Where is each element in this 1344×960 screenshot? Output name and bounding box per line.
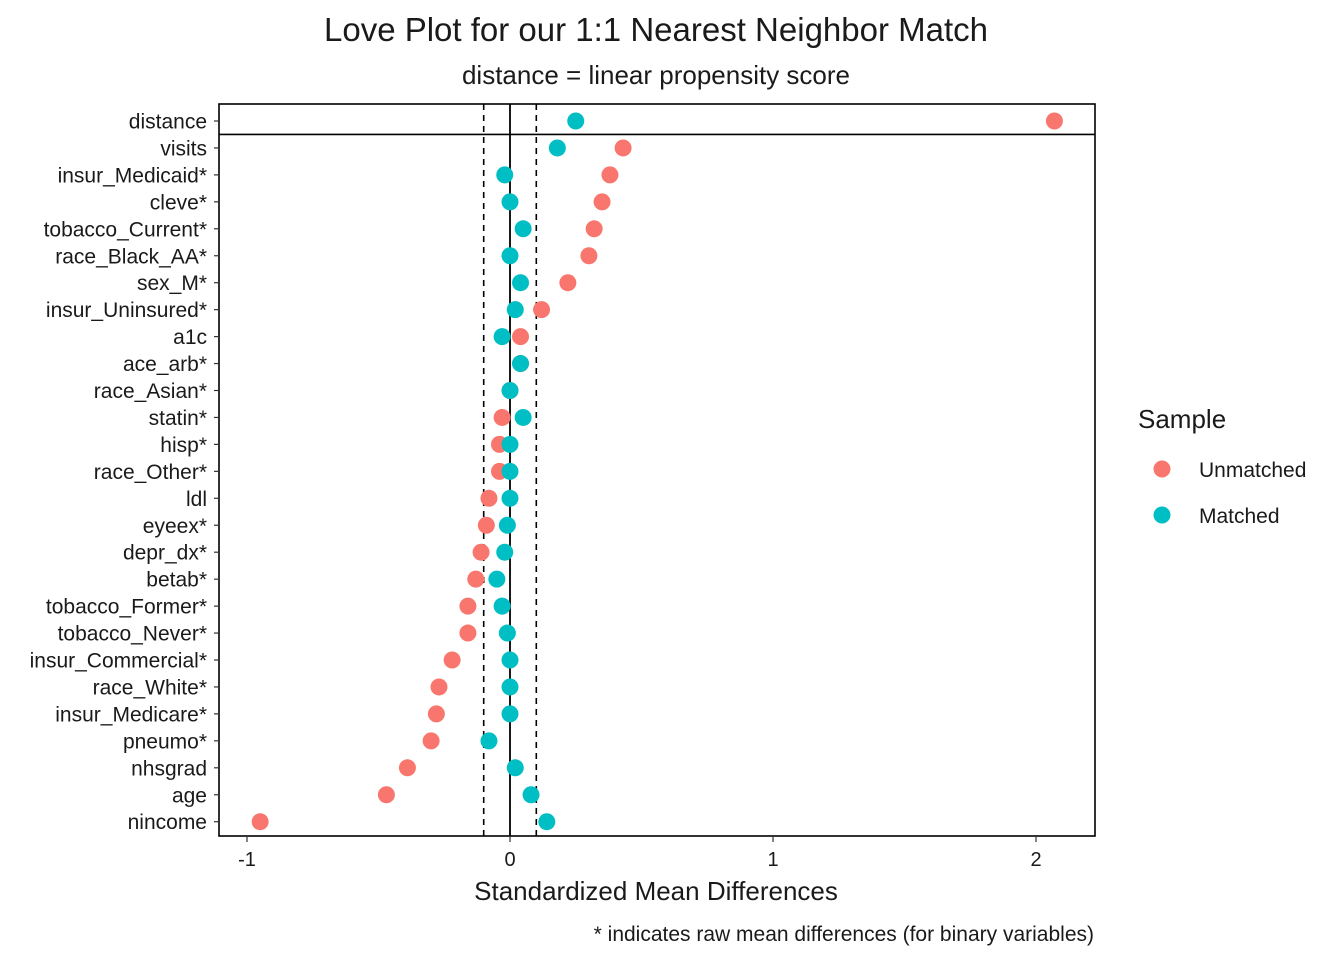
matched-point <box>501 705 519 723</box>
unmatched-point <box>459 624 477 642</box>
matched-point <box>522 786 540 804</box>
matched-point <box>493 328 511 346</box>
legend-matched-marker <box>1153 506 1171 524</box>
unmatched-point <box>601 166 619 184</box>
y-tick-label: hisp* <box>160 434 207 457</box>
x-tick-label: -1 <box>238 849 256 871</box>
matched-point <box>501 435 519 453</box>
y-tick-label: tobacco_Current* <box>44 218 207 241</box>
y-tick-label: visits <box>160 137 207 160</box>
chart-title: Love Plot for our 1:1 Nearest Neighbor M… <box>324 11 988 48</box>
legend-unmatched-label: Unmatched <box>1199 459 1306 482</box>
matched-point <box>498 624 516 642</box>
unmatched-point <box>427 705 445 723</box>
matched-point <box>493 597 511 615</box>
y-tick-label: eyeex* <box>143 515 207 538</box>
unmatched-point <box>430 678 448 696</box>
chart-subtitle: distance = linear propensity score <box>462 60 850 90</box>
unmatched-point <box>593 193 611 211</box>
unmatched-point <box>493 408 511 426</box>
y-tick-label: ldl <box>186 488 207 511</box>
y-tick-label: statin* <box>149 407 207 430</box>
x-tick-label: 0 <box>504 849 515 871</box>
unmatched-point <box>251 813 269 831</box>
y-tick-label: depr_dx* <box>123 542 207 565</box>
unmatched-point <box>443 651 461 669</box>
y-tick-label: nincome <box>128 811 207 834</box>
y-tick-label: cleve* <box>150 191 207 214</box>
matched-point <box>496 166 514 184</box>
legend-matched-label: Matched <box>1199 505 1280 528</box>
y-tick-label: tobacco_Never* <box>58 623 207 646</box>
y-tick-label: ace_arb* <box>123 353 207 376</box>
unmatched-point <box>559 274 577 292</box>
y-tick-label: sex_M* <box>137 272 207 295</box>
matched-point <box>548 139 566 157</box>
matched-point <box>501 193 519 211</box>
y-tick-label: insur_Commercial* <box>30 650 207 673</box>
matched-point <box>506 759 524 777</box>
unmatched-point <box>467 570 485 588</box>
matched-point <box>512 274 530 292</box>
y-tick-label: tobacco_Former* <box>46 596 207 619</box>
y-tick-label: race_Other* <box>94 461 207 484</box>
y-tick-label: race_Black_AA* <box>55 245 207 268</box>
chart-caption: * indicates raw mean differences (for bi… <box>594 923 1094 946</box>
y-tick-label: a1c <box>173 326 207 349</box>
matched-point <box>506 301 524 319</box>
matched-point <box>480 732 498 750</box>
x-axis-label: Standardized Mean Differences <box>474 876 838 906</box>
unmatched-point <box>480 489 498 507</box>
unmatched-point <box>580 247 598 265</box>
matched-point <box>496 543 514 561</box>
plot-panel: distance visits insur_Medicaid* cleve* tobac… <box>30 103 1096 871</box>
unmatched-point <box>422 732 440 750</box>
y-tick-label: pneumo* <box>123 730 207 753</box>
matched-point <box>488 570 506 588</box>
y-tick-label: nhsgrad <box>131 757 207 780</box>
unmatched-point <box>585 220 603 238</box>
matched-point <box>501 462 519 480</box>
x-tick-label: 2 <box>1030 849 1041 871</box>
matched-point <box>567 112 585 130</box>
unmatched-point <box>398 759 416 777</box>
matched-point <box>501 247 519 265</box>
matched-point <box>501 382 519 399</box>
matched-point <box>538 813 556 831</box>
legend: Sample Unmatched Matched <box>1138 404 1306 528</box>
matched-point <box>514 408 532 426</box>
y-tick-label: race_White* <box>93 676 207 699</box>
legend-unmatched-marker <box>1153 460 1171 478</box>
unmatched-point <box>1045 112 1063 130</box>
unmatched-point <box>512 328 530 346</box>
unmatched-point <box>533 301 551 319</box>
matched-point <box>512 355 530 373</box>
panel-border <box>218 103 1096 837</box>
unmatched-point <box>459 597 477 615</box>
matched-point <box>501 678 519 696</box>
y-tick-label: insur_Medicare* <box>55 703 207 726</box>
matched-point <box>501 489 519 507</box>
unmatched-point <box>614 139 632 157</box>
unmatched-point <box>477 516 495 534</box>
legend-title: Sample <box>1138 404 1226 434</box>
y-tick-label: race_Asian* <box>94 380 207 403</box>
y-tick-label: insur_Medicaid* <box>58 164 207 187</box>
matched-point <box>498 516 516 534</box>
unmatched-point <box>472 543 490 561</box>
x-tick-label: 1 <box>767 849 778 871</box>
y-tick-label: age <box>172 784 207 807</box>
unmatched-point <box>377 786 395 804</box>
y-tick-label: betab* <box>146 569 207 592</box>
y-tick-label: insur_Uninsured* <box>46 299 207 322</box>
y-tick-label: distance <box>129 111 207 134</box>
matched-point <box>514 220 532 238</box>
matched-point <box>501 651 519 669</box>
